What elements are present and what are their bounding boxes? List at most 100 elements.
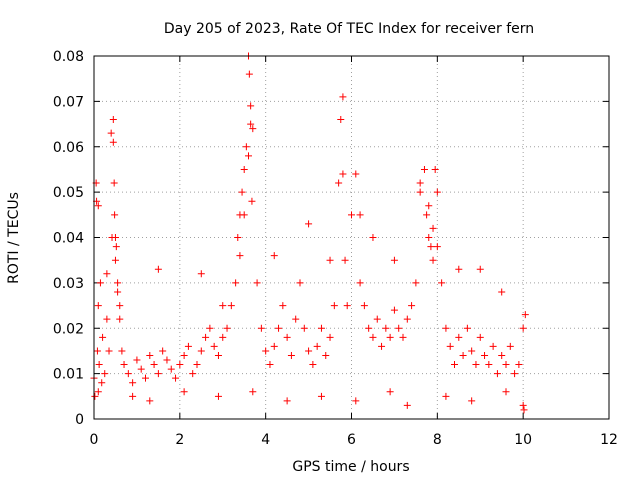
data-point: [94, 388, 102, 396]
data-point: [150, 361, 158, 369]
data-point: [416, 179, 424, 187]
data-point: [124, 370, 132, 378]
data-point: [159, 347, 167, 355]
data-point: [257, 324, 265, 332]
data-point: [167, 365, 175, 373]
data-point: [240, 165, 248, 173]
data-point: [223, 324, 231, 332]
data-point: [369, 333, 377, 341]
data-point: [521, 311, 529, 319]
data-point: [309, 361, 317, 369]
data-point: [442, 324, 450, 332]
data-point: [180, 388, 188, 396]
data-point: [352, 397, 360, 405]
data-point: [463, 324, 471, 332]
grid: [94, 56, 609, 419]
data-point: [429, 256, 437, 264]
data-point: [238, 188, 246, 196]
data-point: [300, 324, 308, 332]
data-point: [348, 211, 355, 219]
data-point: [438, 279, 446, 287]
data-point: [210, 342, 218, 350]
data-point: [109, 116, 117, 124]
data-point: [266, 361, 274, 369]
y-tick-label: 0.03: [53, 276, 84, 292]
data-point: [103, 315, 111, 323]
data-point: [326, 333, 334, 341]
x-tick-label: 4: [261, 432, 270, 448]
data-point: [335, 179, 343, 187]
data-point: [270, 252, 278, 260]
data-point: [206, 324, 214, 332]
data-point: [91, 392, 99, 400]
data-point: [279, 302, 287, 310]
data-point: [341, 256, 349, 264]
data-point: [234, 234, 242, 241]
data-point: [112, 243, 120, 251]
data-point: [193, 361, 201, 369]
data-point: [296, 279, 304, 287]
y-tick-label: 0.06: [53, 140, 84, 156]
data-point: [103, 270, 111, 278]
data-point: [219, 333, 227, 341]
y-axis-label: ROTI / TECUs: [6, 192, 22, 284]
data-point: [305, 347, 313, 355]
data-point: [493, 370, 501, 378]
data-point: [146, 351, 154, 359]
data-point: [111, 256, 119, 264]
y-tick-label: 0.05: [53, 185, 84, 201]
data-point: [240, 211, 248, 219]
data-point: [101, 370, 109, 378]
x-tick-label: 12: [600, 432, 618, 448]
data-point: [94, 202, 102, 210]
data-point: [283, 333, 291, 341]
data-point: [94, 302, 102, 310]
data-point: [283, 397, 291, 405]
data-point: [427, 243, 435, 251]
data-point: [197, 347, 205, 355]
data-point: [472, 361, 480, 369]
data-point: [305, 220, 313, 228]
data-point: [292, 315, 300, 323]
data-point: [116, 315, 124, 323]
data-point: [326, 256, 334, 264]
data-point: [129, 379, 137, 387]
x-axis-label: GPS time / hours: [292, 459, 409, 475]
data-point: [425, 202, 433, 210]
data-point: [232, 279, 240, 287]
data-point: [189, 370, 197, 378]
data-point: [253, 279, 261, 287]
data-point: [133, 356, 141, 364]
x-tick-label: 8: [433, 432, 442, 448]
data-point: [330, 302, 338, 310]
data-point: [184, 342, 192, 350]
data-point: [287, 351, 295, 359]
data-point: [519, 401, 527, 409]
plot-frame: [93, 55, 610, 420]
data-point: [236, 252, 244, 260]
data-point: [118, 347, 126, 355]
data-point: [399, 333, 407, 341]
data-point: [197, 270, 205, 278]
data-point: [403, 401, 411, 409]
data-point: [489, 342, 497, 350]
data-point: [317, 324, 325, 332]
data-point: [502, 361, 510, 369]
y-tick-label: 0.08: [53, 49, 84, 65]
data-point: [343, 302, 351, 310]
data-point: [142, 374, 149, 382]
data-point: [446, 342, 454, 350]
data-point: [408, 302, 416, 310]
data-point: [339, 170, 347, 178]
data-point: [120, 361, 128, 369]
data-point: [109, 138, 117, 146]
data-point: [433, 243, 441, 251]
data-point: [270, 342, 278, 350]
data-point: [511, 370, 519, 378]
y-tick-label: 0: [75, 412, 84, 428]
data-point: [99, 333, 107, 341]
data-point: [163, 356, 171, 364]
data-point: [429, 224, 437, 232]
data-point: [248, 197, 256, 205]
data-point: [416, 188, 424, 196]
